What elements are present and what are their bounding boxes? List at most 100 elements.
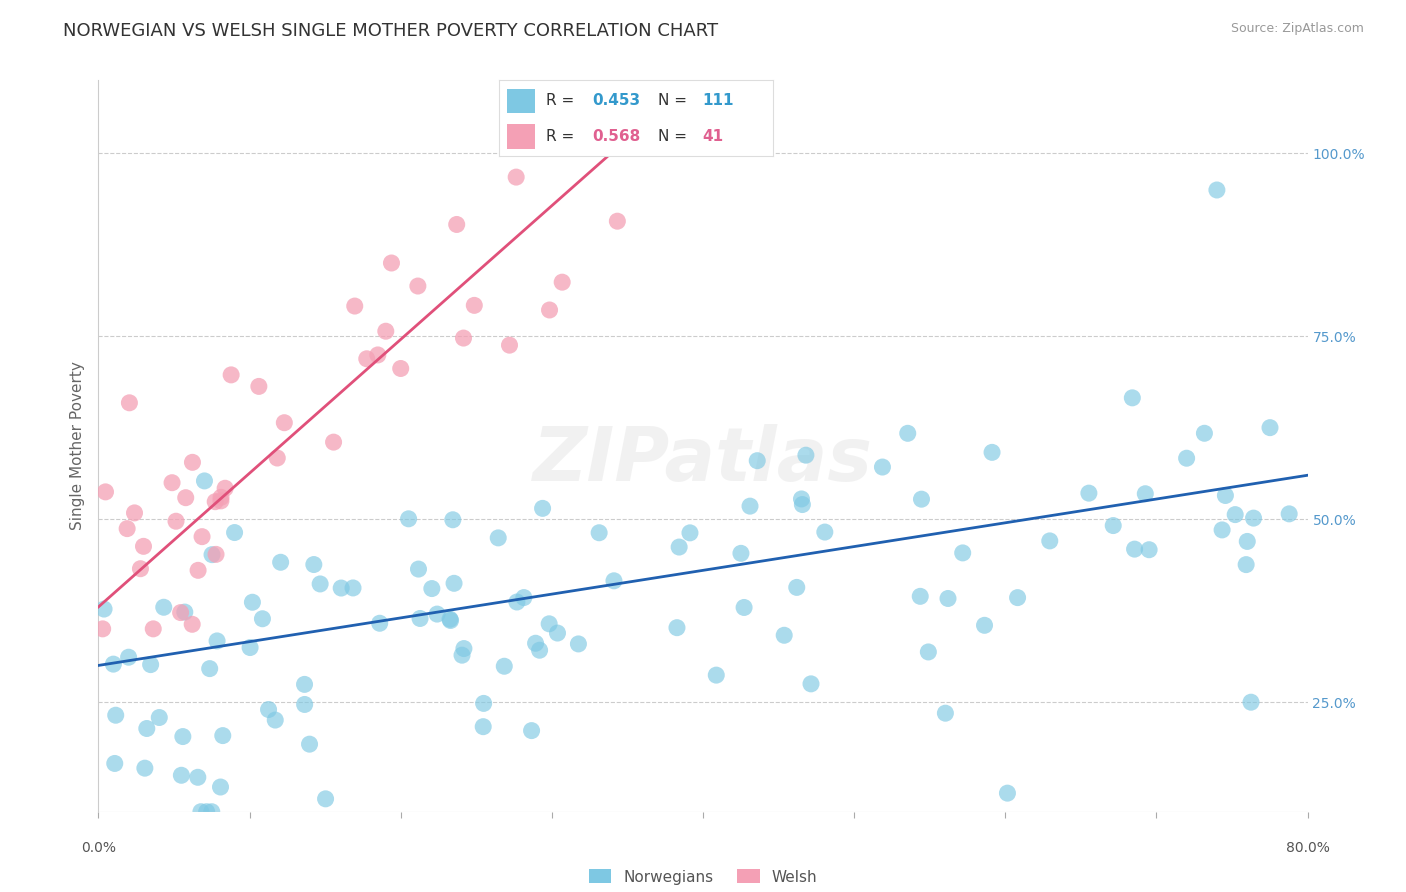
Point [374, 324, 396, 338]
Point [730, 546, 752, 560]
Point [997, 786, 1019, 800]
Point [704, 668, 727, 682]
Point [205, 634, 228, 648]
Point [173, 605, 195, 619]
Point [139, 657, 162, 672]
Point [209, 491, 232, 505]
Point [190, 805, 212, 819]
Point [1236, 534, 1258, 549]
Point [603, 574, 626, 588]
Point [172, 730, 194, 744]
Point [1278, 507, 1301, 521]
Point [315, 792, 337, 806]
Point [453, 331, 475, 345]
Point [872, 460, 894, 475]
Point [115, 522, 138, 536]
Point [117, 650, 139, 665]
Point [463, 298, 485, 312]
Point [209, 494, 232, 508]
Point [195, 805, 218, 819]
Point [91, 622, 114, 636]
Point [505, 170, 527, 185]
Point [814, 524, 837, 539]
Point [239, 640, 262, 655]
Point [547, 626, 569, 640]
Point [679, 525, 702, 540]
Point [273, 416, 295, 430]
Point [1175, 451, 1198, 466]
Point [1206, 183, 1229, 197]
Point [1240, 695, 1263, 709]
Point [408, 562, 430, 576]
FancyBboxPatch shape [508, 88, 534, 113]
Point [747, 453, 769, 467]
Point [148, 710, 170, 724]
Point [257, 702, 280, 716]
Point [174, 491, 197, 505]
Point [426, 607, 449, 621]
Text: 0.0%: 0.0% [82, 841, 115, 855]
Point [193, 474, 215, 488]
Point [247, 379, 270, 393]
Point [1258, 420, 1281, 434]
Text: N =: N = [658, 128, 692, 144]
Point [936, 591, 959, 606]
Point [187, 563, 209, 577]
Text: 41: 41 [702, 128, 723, 144]
Point [973, 618, 995, 632]
Point [1121, 391, 1143, 405]
Text: R =: R = [546, 128, 579, 144]
Point [252, 612, 274, 626]
Point [1077, 486, 1099, 500]
Point [205, 548, 228, 562]
Point [219, 368, 242, 382]
Point [135, 722, 157, 736]
Point [1225, 508, 1247, 522]
Point [242, 595, 264, 609]
Point [165, 514, 187, 528]
Point [356, 351, 378, 366]
Point [897, 426, 920, 441]
Point [1102, 518, 1125, 533]
Point [453, 641, 475, 656]
Point [389, 361, 412, 376]
Point [1123, 542, 1146, 557]
Point [910, 492, 932, 507]
Point [198, 662, 221, 676]
Point [910, 590, 932, 604]
Point [794, 448, 817, 462]
Point [800, 677, 823, 691]
Point [506, 595, 529, 609]
Point [443, 576, 465, 591]
Point [1194, 426, 1216, 441]
Point [103, 657, 125, 672]
Text: R =: R = [546, 94, 579, 108]
Point [665, 621, 688, 635]
Point [738, 499, 761, 513]
Text: 0.453: 0.453 [592, 94, 641, 108]
Point [524, 636, 547, 650]
Point [538, 616, 561, 631]
Point [439, 612, 461, 626]
Point [952, 546, 974, 560]
Legend: Norwegians, Welsh: Norwegians, Welsh [589, 870, 817, 885]
Point [129, 562, 152, 576]
Point [446, 218, 468, 232]
Point [668, 540, 690, 554]
Point [792, 498, 814, 512]
Point [1243, 511, 1265, 525]
Point [191, 530, 214, 544]
Point [266, 450, 288, 465]
Point [170, 768, 193, 782]
Point [214, 481, 236, 495]
Point [790, 491, 813, 506]
Point [368, 616, 391, 631]
Point [786, 581, 808, 595]
Point [538, 303, 561, 318]
Text: 111: 111 [702, 94, 734, 108]
Point [343, 299, 366, 313]
Point [322, 435, 344, 450]
Point [270, 555, 292, 569]
Point [1137, 542, 1160, 557]
Point [441, 513, 464, 527]
